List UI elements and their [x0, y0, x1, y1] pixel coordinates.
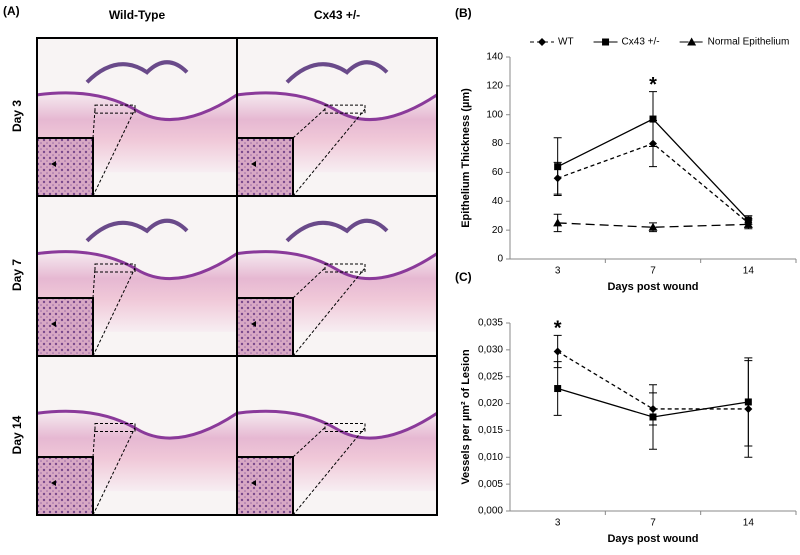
inset-pointer [292, 427, 326, 458]
y-tick-label: 0,030 [478, 344, 503, 355]
x-tick-label: 3 [555, 518, 561, 529]
arrowhead [251, 321, 256, 327]
inset-pointer [292, 267, 366, 357]
inset-image [36, 456, 94, 516]
histology-panel: (A) Wild-Type Cx43 +/- Day 3 Day 7 Day 1… [3, 4, 438, 516]
arrowhead [251, 161, 256, 167]
image-border [236, 355, 438, 516]
legend-label: WT [558, 37, 574, 48]
epidermis [236, 250, 438, 281]
x-tick-label: 14 [743, 518, 755, 529]
row-header: Day 14 [10, 415, 24, 454]
inset-region [94, 263, 136, 273]
row-header: Day 7 [10, 259, 24, 291]
panel-label: (C) [455, 270, 472, 284]
y-tick-label: 60 [492, 167, 504, 178]
y-tick-label: 100 [486, 109, 503, 120]
y-tick-label: 0,010 [478, 452, 503, 463]
y-tick-label: 140 [486, 52, 503, 63]
inset-region [324, 263, 366, 273]
inset-pointer [292, 427, 366, 516]
scab [85, 60, 189, 84]
marker [554, 385, 562, 393]
y-tick-label: 80 [492, 138, 504, 149]
inset-region [324, 104, 366, 114]
epidermis [36, 409, 238, 440]
marker [538, 38, 546, 46]
legend-label: Normal Epithelium [708, 37, 790, 48]
y-tick-label: 20 [492, 225, 504, 236]
inset-image [236, 297, 294, 357]
arrowhead [251, 480, 256, 486]
marker [602, 38, 610, 46]
y-tick-label: 0,025 [478, 371, 503, 382]
inset-image [236, 137, 294, 197]
y-tick-label: 120 [486, 80, 503, 91]
arrowhead [51, 321, 56, 327]
inset-region [94, 423, 136, 433]
inset-pointer [92, 427, 136, 516]
x-tick-label: 14 [743, 266, 755, 277]
y-tick-label: 40 [492, 196, 504, 207]
inset-pointer [292, 108, 326, 139]
series-line [557, 350, 749, 410]
y-axis-title: Vessels per µm² of Lesion [460, 349, 472, 485]
marker [553, 218, 563, 227]
inset-image [36, 297, 94, 357]
scab [85, 218, 189, 243]
x-tick-label: 7 [650, 266, 656, 277]
inset-pointer [92, 267, 136, 357]
scab [285, 218, 389, 243]
inset-region [94, 104, 136, 114]
x-tick-label: 3 [555, 266, 561, 277]
marker [554, 163, 562, 171]
x-axis-title: Days post wound [607, 281, 698, 293]
epidermis [236, 91, 438, 122]
scab [285, 60, 389, 84]
inset-pointer [292, 267, 326, 299]
y-tick-label: 0,000 [478, 506, 503, 517]
y-tick-label: 0,020 [478, 398, 503, 409]
epidermis [36, 250, 238, 281]
series-line [557, 222, 749, 228]
arrowhead [51, 480, 56, 486]
column-header: Wild-Type [109, 8, 166, 22]
marker [649, 115, 657, 123]
inset-pointer [292, 108, 366, 197]
y-tick-label: 0,035 [478, 318, 503, 329]
y-tick-label: 0 [497, 254, 503, 265]
panel-label: (A) [3, 4, 20, 18]
y-axis-title: Epithelium Thickness (µm) [460, 88, 472, 228]
annotation: * [649, 74, 657, 96]
inset-region [324, 423, 366, 433]
inset-pointer [92, 108, 136, 197]
inset-image [36, 137, 94, 197]
epidermis [36, 91, 238, 122]
annotation: * [554, 318, 562, 340]
inset-image [236, 456, 294, 516]
y-tick-label: 0,015 [478, 425, 503, 436]
panel-label: (B) [455, 6, 472, 20]
row-header: Day 3 [10, 100, 24, 132]
y-tick-label: 0,005 [478, 479, 503, 490]
marker [649, 413, 657, 421]
column-header: Cx43 +/- [314, 8, 360, 22]
marker [687, 37, 697, 46]
marker [743, 219, 753, 228]
legend-label: Cx43 +/- [622, 37, 660, 48]
arrowhead [51, 161, 56, 167]
x-axis-title: Days post wound [607, 533, 698, 545]
marker [744, 398, 752, 406]
marker [648, 222, 658, 231]
marker [553, 347, 562, 356]
inset-pointer [92, 267, 96, 299]
x-tick-label: 7 [650, 518, 656, 529]
epidermis [236, 409, 438, 440]
